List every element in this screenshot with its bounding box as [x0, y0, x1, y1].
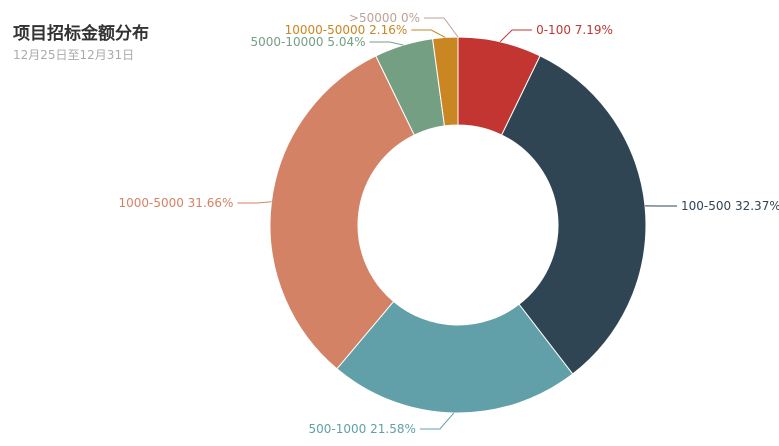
- leader-line-10000-50000: [411, 29, 446, 38]
- slice-label-100-500: 100-500 32.37%: [681, 199, 779, 213]
- slice-label-1000-5000: 1000-5000 31.66%: [118, 196, 233, 210]
- slice-label-500-1000: 500-1000 21.58%: [309, 422, 416, 436]
- slice-1000-5000[interactable]: [269, 55, 415, 370]
- slice-10000-50000[interactable]: [432, 36, 459, 127]
- slice-label-50000: >50000 0%: [349, 11, 420, 25]
- leader-line-0-100: [499, 29, 533, 43]
- slice-label-0-100: 0-100 7.19%: [536, 23, 613, 37]
- leader-line-500-1000: [419, 412, 455, 430]
- chart-title: 项目招标金额分布: [13, 24, 149, 44]
- leader-line-1000-5000: [237, 201, 272, 204]
- leader-line-50000: [424, 17, 459, 38]
- chart-subtitle: 12月25日至12月31日: [13, 48, 135, 62]
- slice-label-5000-10000: 5000-10000 5.04%: [251, 35, 366, 49]
- slice-500-1000[interactable]: [336, 300, 574, 414]
- slice-100-500[interactable]: [500, 55, 647, 375]
- slice-label-10000-50000: 10000-50000 2.16%: [285, 23, 408, 37]
- leader-line-5000-10000: [369, 41, 404, 46]
